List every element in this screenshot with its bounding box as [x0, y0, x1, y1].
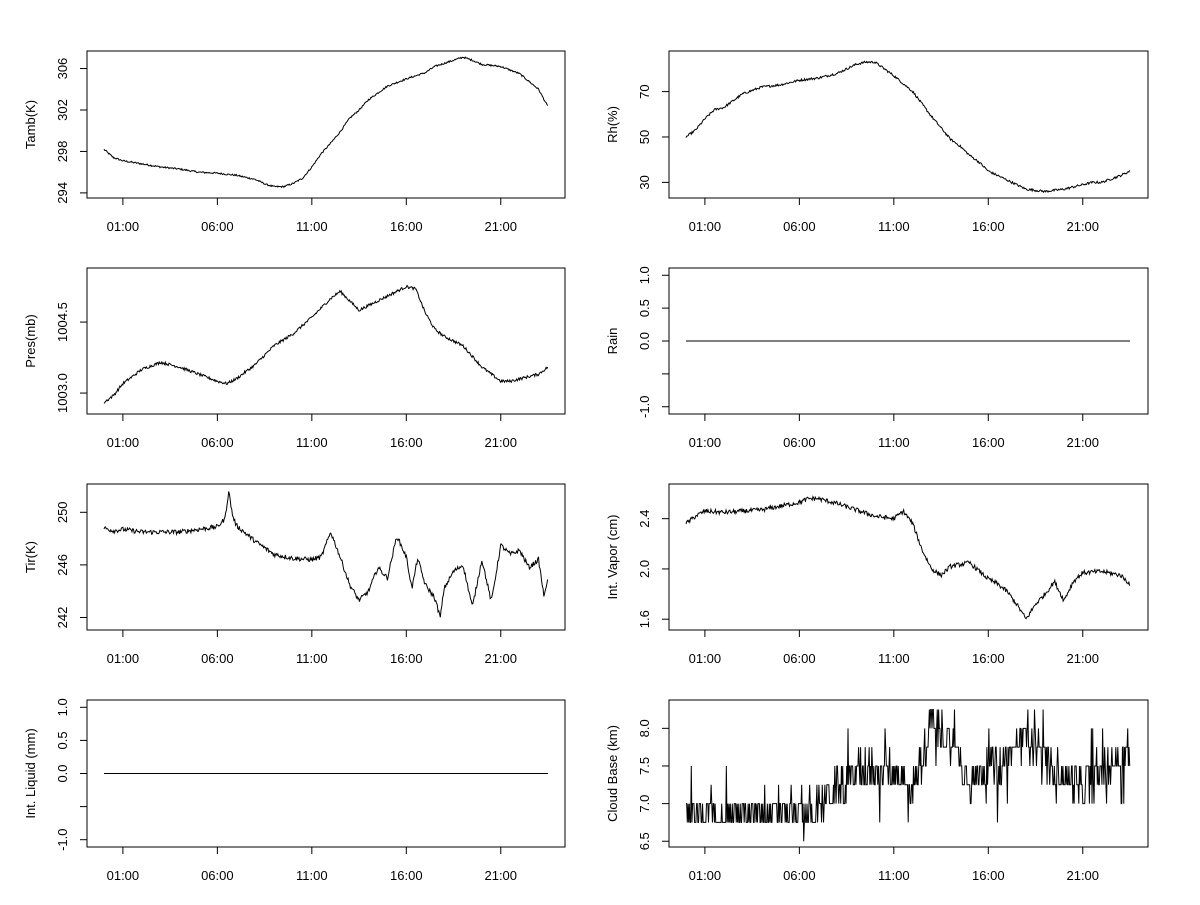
x-tick-label: 16:00	[390, 868, 423, 883]
y-tick-label: 242	[55, 607, 70, 629]
y-tick-label: 30	[637, 175, 652, 189]
x-tick-label: 06:00	[783, 868, 816, 883]
y-tick-label: -1.0	[55, 828, 70, 850]
y-tick-label: 302	[55, 99, 70, 121]
plot-frame	[668, 699, 1149, 848]
panel-4: 01:00 06:00 11:00 16:00 21:00 -1.0 0.0 0.5 1.0 Ra…	[605, 266, 1149, 450]
x-tick-label: 21:00	[1066, 651, 1099, 666]
x-tick-label: 21:00	[484, 868, 517, 883]
panel-1: 01:00 06:00 11:00 16:00 21:00 294 298 302 306 Tam…	[23, 50, 566, 234]
y-tick-label: 6.5	[637, 832, 652, 850]
plot-frame	[86, 483, 566, 631]
x-tick-label: 11:00	[878, 868, 910, 883]
x-tick-label: 11:00	[878, 219, 910, 234]
x-tick-label: 06:00	[783, 219, 816, 234]
x-tick-label: 01:00	[689, 868, 722, 883]
x-tick-label: 01:00	[107, 219, 140, 234]
x-tick-label: 06:00	[201, 219, 234, 234]
y-axis-label: Int. Liquid (mm)	[23, 728, 38, 818]
x-tick-label: 16:00	[972, 219, 1005, 234]
y-tick-label: 1004.5	[55, 302, 70, 342]
x-tick-label: 06:00	[201, 435, 234, 450]
x-tick-label: 06:00	[201, 651, 234, 666]
y-tick-label: 250	[55, 501, 70, 523]
x-tick-label: 01:00	[689, 651, 722, 666]
panel-3: 01:00 06:00 11:00 16:00 21:00 1003.0 1004.5 Pre…	[23, 267, 566, 450]
x-tick-label: 21:00	[484, 219, 517, 234]
x-tick-label: 11:00	[296, 435, 328, 450]
y-tick-label: 0.5	[637, 299, 652, 317]
y-tick-label: 306	[55, 58, 70, 80]
y-tick-label: 298	[55, 141, 70, 163]
panel-6: 01:00 06:00 11:00 16:00 21:00 1.6 2.0 2.4 Int. V…	[605, 483, 1149, 666]
plot-frame	[86, 50, 566, 199]
y-tick-label: 7.0	[637, 795, 652, 813]
y-axis-label: Cloud Base (km)	[605, 725, 620, 822]
x-tick-label: 01:00	[689, 435, 722, 450]
x-tick-label: 21:00	[1066, 868, 1099, 883]
x-tick-label: 16:00	[972, 435, 1005, 450]
y-tick-label: 246	[55, 554, 70, 576]
y-tick-label: 50	[637, 130, 652, 144]
x-tick-label: 11:00	[878, 651, 910, 666]
x-tick-label: 01:00	[689, 219, 722, 234]
x-tick-label: 21:00	[1066, 435, 1099, 450]
plot-frame	[668, 483, 1149, 631]
y-axis-label: Rh(%)	[605, 106, 620, 143]
x-tick-label: 21:00	[484, 435, 517, 450]
x-tick-label: 11:00	[878, 435, 910, 450]
panel-7: 01:00 06:00 11:00 16:00 21:00 -1.0 0.0 0.5 1.0 In…	[23, 698, 566, 883]
x-tick-label: 11:00	[296, 868, 328, 883]
x-tick-label: 06:00	[783, 651, 816, 666]
x-tick-label: 01:00	[107, 868, 140, 883]
series-line	[685, 495, 1131, 620]
series-line	[103, 491, 549, 618]
x-tick-label: 06:00	[201, 868, 234, 883]
y-tick-label: 8.0	[637, 719, 652, 737]
y-axis-label: Int. Vapor (cm)	[605, 514, 620, 599]
panel-2: 01:00 06:00 11:00 16:00 21:00 30 50 70 Rh(%)	[605, 50, 1149, 234]
series-line	[103, 284, 549, 404]
series-line	[686, 709, 1131, 842]
x-tick-label: 21:00	[484, 651, 517, 666]
y-tick-label: 7.5	[637, 757, 652, 775]
x-tick-label: 16:00	[972, 868, 1005, 883]
series-line	[685, 60, 1131, 194]
y-axis-label: Rain	[605, 328, 620, 355]
y-axis-label: Pres(mb)	[23, 314, 38, 367]
x-tick-label: 11:00	[296, 651, 328, 666]
y-axis-label: Tamb(K)	[23, 100, 38, 149]
y-tick-label: 1.0	[55, 698, 70, 716]
x-tick-label: 16:00	[972, 651, 1005, 666]
y-axis-label: Tir(K)	[23, 541, 38, 573]
y-tick-label: 2.4	[637, 510, 652, 528]
y-tick-label: 0.0	[55, 764, 70, 782]
x-tick-label: 16:00	[390, 435, 423, 450]
y-tick-label: 1003.0	[55, 373, 70, 413]
x-tick-label: 16:00	[390, 219, 423, 234]
y-tick-label: 1.6	[637, 610, 652, 628]
y-tick-label: 294	[55, 182, 70, 204]
plot-frame	[668, 50, 1149, 199]
x-tick-label: 21:00	[1066, 219, 1099, 234]
panel-8: 01:00 06:00 11:00 16:00 21:00 6.5 7.0 7.5 8.0 Clo…	[605, 699, 1149, 883]
panel-5: 01:00 06:00 11:00 16:00 21:00 242 246 250 Tir(K)	[23, 483, 566, 666]
x-tick-label: 01:00	[107, 435, 140, 450]
y-tick-label: 70	[637, 84, 652, 98]
x-tick-label: 06:00	[783, 435, 816, 450]
y-tick-label: 0.5	[55, 731, 70, 749]
x-tick-label: 11:00	[296, 219, 328, 234]
x-tick-label: 01:00	[107, 651, 140, 666]
y-tick-label: 0.0	[637, 332, 652, 350]
series-line	[103, 56, 549, 189]
y-tick-label: -1.0	[637, 396, 652, 418]
y-tick-label: 2.0	[637, 560, 652, 578]
x-tick-label: 16:00	[390, 651, 423, 666]
plot-frame	[86, 267, 566, 415]
y-tick-label: 1.0	[637, 266, 652, 284]
